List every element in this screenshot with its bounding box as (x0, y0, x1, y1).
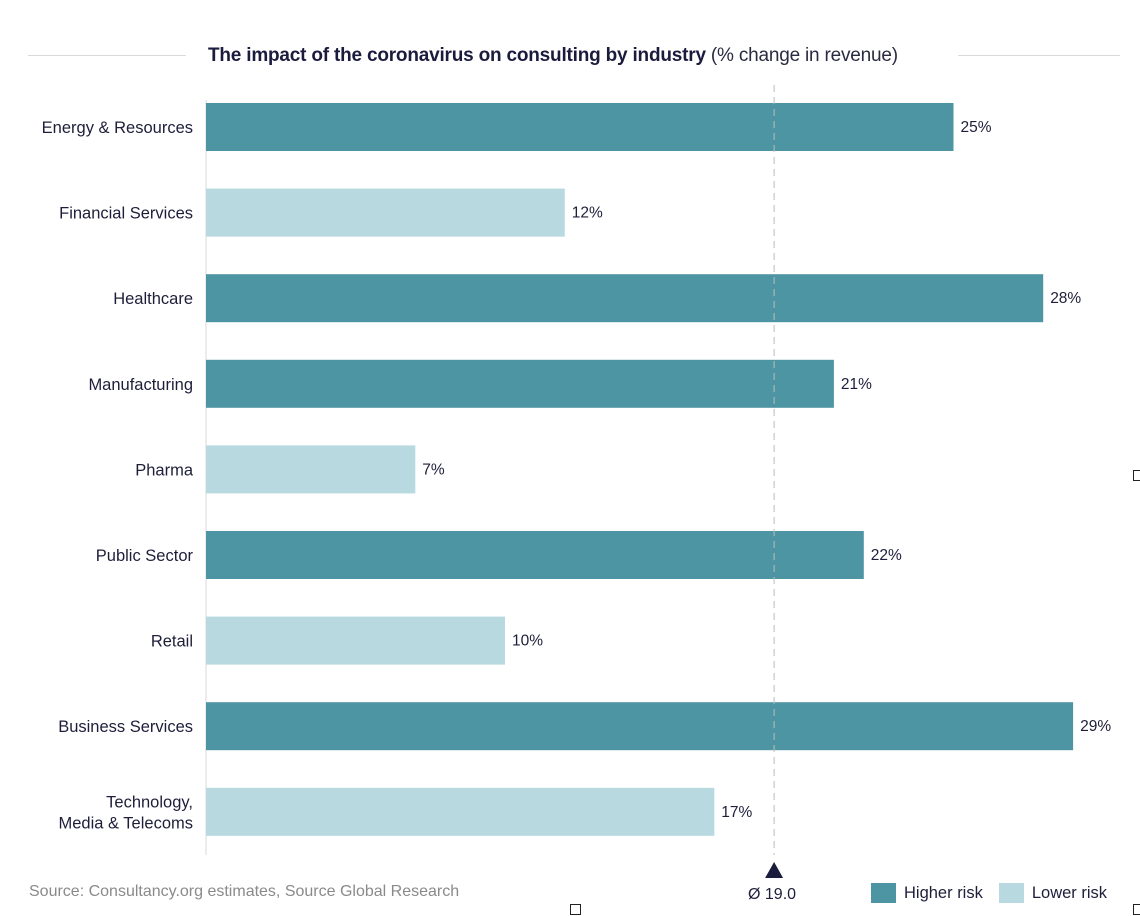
category-label-7: Business Services (58, 718, 193, 736)
legend-swatch-higher-risk (871, 883, 896, 903)
value-label-1: 12% (572, 205, 603, 222)
chart-title: The impact of the coronavirus on consult… (208, 45, 898, 67)
chart-title-main: The impact of the coronavirus on consult… (208, 45, 706, 66)
legend-swatch-lower-risk (998, 883, 1024, 903)
chart-title-unit: (% change in revenue) (710, 45, 898, 66)
value-label-8: 17% (721, 804, 752, 821)
value-label-0: 25% (961, 119, 992, 136)
mean-label: Ø 19.0 (748, 886, 797, 903)
bar-3 (206, 359, 834, 408)
resize-handle-corner[interactable] (1133, 904, 1140, 915)
category-label-6: Retail (151, 633, 193, 651)
legend-item-higher-risk: Higher risk (871, 883, 983, 903)
bar-8 (206, 787, 715, 836)
resize-handle-bottom[interactable] (570, 904, 581, 915)
category-label-1: Financial Services (59, 205, 193, 223)
bar-5 (206, 531, 864, 579)
bar-7 (206, 702, 1074, 751)
category-label-0: Energy & Resources (42, 119, 193, 137)
category-label-8-line-0: Technology, (106, 793, 193, 811)
category-label-8-line-1: Media & Telecoms (58, 814, 193, 832)
value-label-4: 7% (422, 461, 445, 478)
resize-handle-right[interactable] (1133, 470, 1140, 481)
title-rule-right (958, 55, 1120, 56)
title-rule-left (28, 55, 186, 56)
legend: Higher risk Lower risk (871, 883, 1115, 903)
mean-marker-triangle-icon (765, 862, 784, 878)
value-label-6: 10% (512, 633, 543, 650)
bar-1 (206, 188, 565, 237)
bar-4 (206, 445, 416, 494)
category-label-4: Pharma (135, 461, 194, 479)
value-label-7: 29% (1080, 718, 1111, 735)
chart-title-area: The impact of the coronavirus on consult… (28, 42, 1120, 70)
bar-6 (206, 616, 505, 665)
legend-label-higher-risk: Higher risk (904, 883, 983, 902)
category-label-5: Public Sector (96, 547, 194, 565)
value-label-3: 21% (841, 376, 872, 393)
value-label-2: 28% (1050, 290, 1081, 307)
legend-item-lower-risk: Lower risk (998, 883, 1108, 903)
category-label-3: Manufacturing (88, 376, 193, 394)
bar-2 (206, 274, 1044, 323)
value-label-5: 22% (871, 547, 902, 564)
legend-label-lower-risk: Lower risk (1031, 883, 1108, 902)
source-note: Source: Consultancy.org estimates, Sourc… (29, 883, 460, 900)
bar-0 (206, 103, 954, 151)
category-label-2: Healthcare (113, 290, 193, 308)
